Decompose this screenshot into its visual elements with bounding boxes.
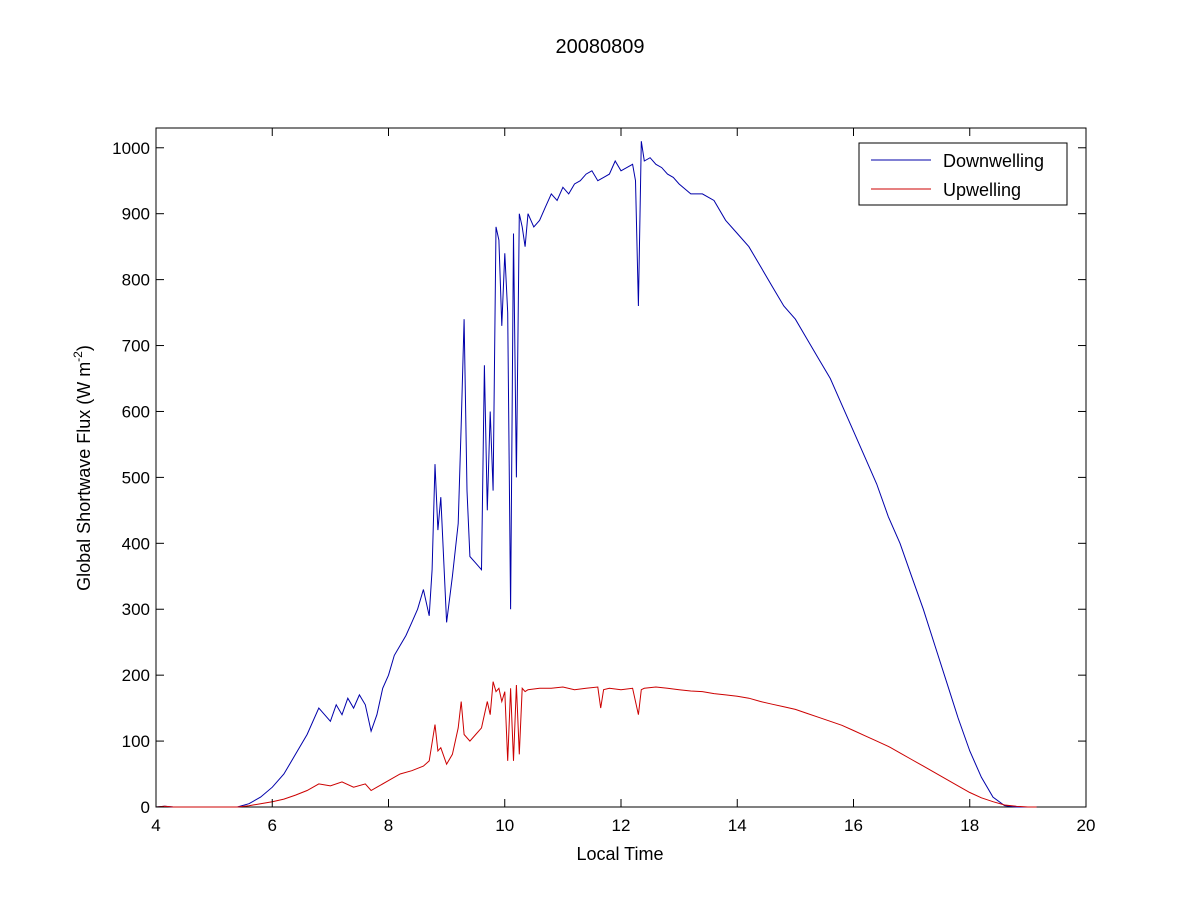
- y-axis-label-superscript: -2: [71, 351, 85, 362]
- chart-title: 20080809: [556, 36, 645, 58]
- y-tick-label: 600: [122, 402, 150, 421]
- axes-box: [155, 127, 1087, 808]
- x-axis-label: Local Time: [576, 844, 663, 864]
- x-tick-label: 12: [612, 816, 631, 835]
- legend: Downwelling Upwelling: [858, 142, 1068, 206]
- y-tick-label: 900: [122, 205, 150, 224]
- x-tick-label: 18: [960, 816, 979, 835]
- x-tick-label: 8: [384, 816, 393, 835]
- x-tick-label: 20: [1077, 816, 1096, 835]
- y-tick-label: 400: [122, 534, 150, 553]
- y-tick-label: 300: [122, 600, 150, 619]
- y-tick-label: 0: [141, 798, 150, 817]
- y-tick-label: 100: [122, 732, 150, 751]
- x-tick-label: 16: [844, 816, 863, 835]
- y-axis-label-main: Global Shortwave Flux (W m: [74, 362, 94, 591]
- y-tick-label: 500: [122, 468, 150, 487]
- legend-box: [858, 142, 1068, 206]
- y-tick-label: 700: [122, 337, 150, 356]
- x-tick-label: 10: [495, 816, 514, 835]
- legend-label-downwelling: Downwelling: [943, 151, 1044, 171]
- legend-label-upwelling: Upwelling: [943, 180, 1021, 200]
- x-tick-label: 6: [268, 816, 277, 835]
- x-tick-label: 4: [151, 816, 160, 835]
- y-axis-label: Global Shortwave Flux (W m-2): [71, 345, 94, 591]
- y-tick-label: 1000: [112, 139, 150, 158]
- y-tick-label: 200: [122, 666, 150, 685]
- x-tick-label: 14: [728, 816, 747, 835]
- y-axis-label-end: ): [74, 345, 94, 351]
- series-line-upwelling: [155, 681, 1037, 808]
- series-line-downwelling: [155, 141, 1037, 808]
- plot-area: 4 6 8 10 12 14 16 18 200100200300400500600700800…: [112, 127, 1096, 835]
- y-tick-label: 800: [122, 271, 150, 290]
